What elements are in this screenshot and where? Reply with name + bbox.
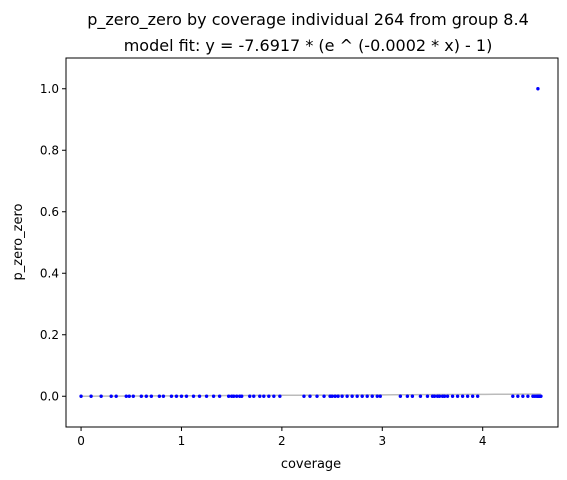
data-point (322, 394, 326, 398)
data-point (302, 394, 306, 398)
data-point (442, 394, 447, 398)
data-point (432, 394, 437, 398)
data-point (330, 394, 334, 398)
data-point (149, 394, 154, 398)
x-tick-label: 2 (278, 434, 286, 448)
data-point (278, 394, 282, 398)
data-point (405, 394, 410, 398)
x-axis-label: coverage (281, 457, 341, 472)
data-point (217, 394, 222, 398)
x-tick-label: 0 (77, 434, 85, 448)
chart-subtitle: model fit: y = -7.6917 * (e ^ (-0.0002 *… (124, 36, 493, 55)
data-point (526, 394, 530, 398)
data-point (240, 394, 244, 398)
data-point (234, 394, 239, 398)
data-point (475, 394, 480, 398)
data-point (211, 394, 216, 398)
data-point (511, 394, 515, 398)
x-tick-label: 3 (378, 434, 386, 448)
data-point (340, 394, 344, 398)
data-point (308, 394, 312, 398)
data-point (114, 394, 118, 398)
data-point (174, 394, 179, 398)
data-point (410, 394, 415, 398)
data-point (258, 394, 262, 398)
data-point (89, 394, 93, 398)
data-point (184, 394, 189, 398)
data-point (539, 394, 543, 398)
data-point (370, 394, 374, 398)
data-point (345, 394, 349, 398)
data-point (169, 394, 174, 398)
data-point (460, 394, 465, 398)
data-point (109, 394, 113, 398)
x-axis-ticks: 0 1 2 3 4 (77, 427, 487, 448)
y-tick-label: 0.6 (40, 205, 59, 219)
data-point (204, 394, 209, 398)
chart-title: p_zero_zero by coverage individual 264 f… (87, 10, 529, 30)
x-tick-label: 4 (479, 434, 487, 448)
plot-area (65, 57, 559, 428)
y-axis-label: p_zero_zero (11, 203, 26, 280)
data-point (398, 394, 403, 398)
data-point (378, 394, 382, 398)
points-layer (79, 87, 543, 398)
y-tick-label: 1.0 (40, 82, 59, 96)
data-point (437, 394, 442, 398)
data-point (99, 394, 103, 398)
data-point (355, 394, 359, 398)
y-tick-label: 0.8 (40, 143, 59, 157)
data-point (418, 394, 423, 398)
data-point (139, 394, 144, 398)
data-point (191, 394, 196, 398)
y-tick-label: 0.0 (40, 389, 59, 403)
data-point (161, 394, 166, 398)
data-point (267, 394, 271, 398)
y-axis-ticks: 0.0 0.2 0.4 0.6 0.8 1.0 (40, 82, 66, 403)
data-point (333, 394, 337, 398)
data-point (124, 394, 128, 398)
data-point (521, 394, 525, 398)
data-point (350, 394, 354, 398)
y-tick-label: 0.2 (40, 328, 59, 342)
data-point (465, 394, 470, 398)
x-tick-label: 1 (178, 434, 186, 448)
data-point (262, 394, 266, 398)
data-point (131, 394, 135, 398)
data-point (536, 87, 540, 91)
data-point (360, 394, 364, 398)
y-tick-label: 0.4 (40, 266, 59, 280)
data-point (179, 394, 184, 398)
data-point (445, 394, 450, 398)
data-point (470, 394, 475, 398)
data-point (450, 394, 455, 398)
data-point (365, 394, 369, 398)
data-point (144, 394, 149, 398)
data-point (79, 394, 83, 398)
data-point (336, 394, 340, 398)
data-point (226, 394, 231, 398)
data-point (425, 394, 430, 398)
data-point (516, 394, 520, 398)
data-point (157, 394, 162, 398)
data-point (197, 394, 202, 398)
data-point (272, 394, 276, 398)
data-point (252, 394, 256, 398)
data-point (455, 394, 460, 398)
data-point (375, 394, 379, 398)
data-point (127, 394, 131, 398)
data-point (231, 394, 236, 398)
data-point (248, 394, 252, 398)
data-point (315, 394, 319, 398)
